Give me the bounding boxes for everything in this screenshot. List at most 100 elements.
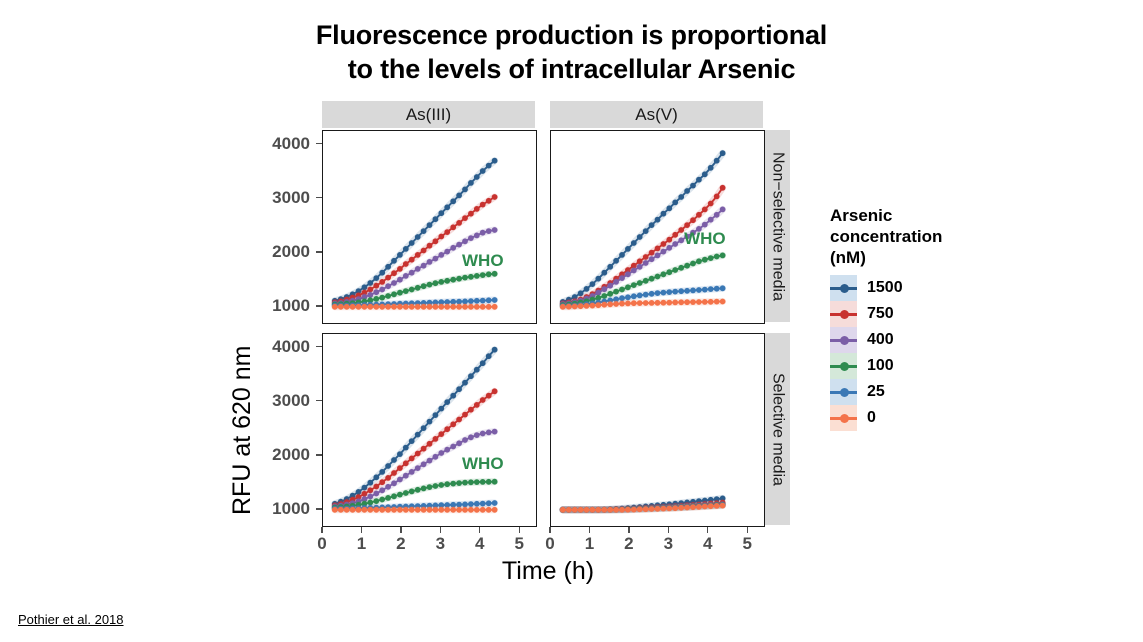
panel-as-v-non-selective (550, 130, 765, 324)
y-axis-tick-label: 1000 (272, 498, 310, 518)
data-point (373, 506, 380, 513)
legend-entry-label: 750 (867, 305, 894, 322)
data-point (450, 298, 457, 305)
data-point (361, 294, 368, 300)
data-point (468, 273, 474, 280)
data-point (479, 506, 486, 513)
data-point (462, 298, 468, 305)
legend-entry[interactable]: 400 (830, 327, 1030, 353)
data-point (426, 303, 433, 310)
data-point (636, 506, 643, 513)
data-point (684, 504, 690, 511)
data-point (713, 157, 720, 164)
legend-entry[interactable]: 750 (830, 301, 1030, 327)
data-point (660, 505, 667, 512)
data-point (601, 269, 608, 276)
data-point (379, 294, 386, 301)
panel-plot-area (559, 494, 727, 514)
data-point (355, 303, 362, 310)
data-point (473, 174, 480, 180)
who-annotation: WHO (462, 250, 504, 270)
data-point (666, 289, 673, 295)
data-point (666, 505, 673, 512)
data-point (408, 455, 415, 462)
facet-strip-col-label: As(III) (405, 104, 452, 124)
y-axis-tick-mark (316, 346, 322, 348)
data-point (491, 478, 498, 485)
data-point (367, 506, 374, 513)
data-point (619, 252, 625, 258)
data-point (485, 429, 492, 436)
data-point (713, 503, 720, 509)
data-point (468, 373, 474, 380)
data-point (485, 353, 492, 360)
data-point (391, 291, 397, 298)
data-point (414, 450, 421, 457)
legend-entry[interactable]: 100 (830, 353, 1030, 379)
panel-plot-area (331, 346, 499, 514)
data-point (468, 501, 474, 507)
data-point (420, 262, 427, 269)
data-point (595, 506, 602, 513)
data-point (408, 286, 415, 293)
legend-entry[interactable]: 0 (830, 405, 1030, 431)
data-point (485, 506, 492, 513)
data-point (420, 445, 427, 452)
x-axis-tick-label: 5 (514, 534, 524, 553)
data-point (462, 437, 468, 443)
data-point (479, 272, 486, 278)
data-point (473, 273, 480, 279)
data-point (485, 392, 492, 399)
data-point (426, 222, 433, 228)
data-point (713, 253, 720, 260)
legend: Arsenic concentration (nM) 1500 750 400 100… (830, 205, 1030, 431)
data-point (450, 198, 457, 205)
data-point (450, 392, 457, 399)
data-point (420, 485, 427, 492)
data-point (432, 303, 439, 310)
legend-entry[interactable]: 1500 (830, 275, 1030, 301)
x-axis-tick-label: 0 (317, 534, 327, 553)
data-point (654, 299, 661, 306)
y-axis-tick-mark (316, 508, 322, 510)
data-point (414, 486, 421, 493)
data-point (361, 289, 368, 296)
data-point (672, 288, 679, 295)
who-annotation: WHO (684, 228, 726, 248)
data-point (408, 469, 415, 475)
data-point (625, 246, 631, 252)
data-point (414, 303, 421, 310)
data-point (707, 216, 714, 223)
legend-key-swatch (830, 379, 857, 405)
data-point (397, 276, 403, 283)
data-point (491, 388, 498, 395)
data-point (473, 506, 480, 513)
x-axis-tick-label: 1 (356, 534, 367, 553)
data-point (607, 263, 614, 270)
data-point (654, 216, 661, 223)
data-point (432, 436, 439, 442)
y-axis-tick-label: 3000 (272, 390, 310, 410)
y-axis-tick-mark (316, 400, 322, 402)
data-point (491, 428, 498, 435)
data-point (397, 266, 403, 272)
data-point (331, 303, 338, 310)
data-point (690, 299, 696, 305)
data-point (444, 506, 451, 513)
data-point (473, 303, 480, 310)
data-point (444, 277, 451, 284)
data-point (648, 249, 655, 256)
series-line (333, 159, 496, 302)
data-point (696, 287, 702, 293)
data-point (473, 206, 480, 212)
legend-entry[interactable]: 25 (830, 379, 1030, 405)
data-point (426, 506, 433, 513)
data-point (636, 292, 643, 299)
data-point (438, 431, 445, 437)
data-point (444, 446, 451, 453)
data-point (391, 506, 397, 513)
y-axis-tick-label: 4000 (272, 336, 310, 356)
data-point (450, 480, 457, 487)
data-point (462, 215, 468, 221)
data-point (438, 279, 445, 285)
